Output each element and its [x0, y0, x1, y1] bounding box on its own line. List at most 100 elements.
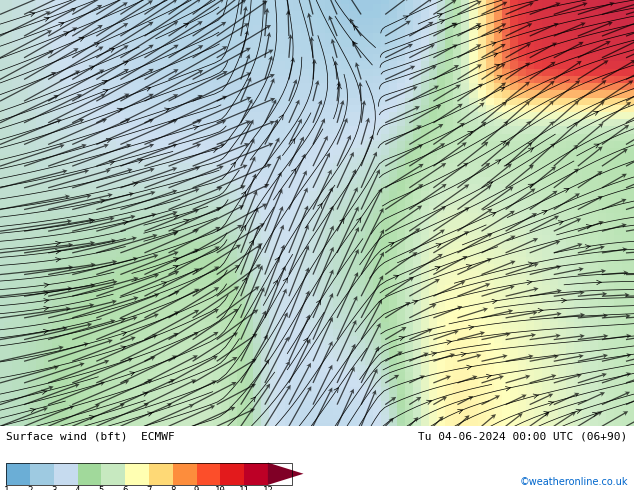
FancyArrowPatch shape: [173, 266, 178, 270]
FancyArrowPatch shape: [399, 337, 404, 341]
FancyArrowPatch shape: [389, 243, 394, 246]
FancyArrowPatch shape: [528, 148, 533, 152]
FancyArrowPatch shape: [496, 160, 501, 164]
Bar: [54, 463, 77, 485]
FancyArrowPatch shape: [586, 224, 592, 229]
FancyArrowPatch shape: [394, 275, 399, 279]
FancyArrowPatch shape: [439, 20, 444, 24]
FancyArrowPatch shape: [30, 12, 35, 17]
FancyArrowPatch shape: [273, 280, 278, 286]
Bar: [244, 463, 268, 485]
FancyArrowPatch shape: [122, 332, 126, 336]
Bar: [172, 463, 197, 485]
FancyArrowPatch shape: [44, 17, 49, 22]
FancyArrowPatch shape: [242, 192, 246, 196]
Bar: [6, 463, 30, 485]
FancyArrowPatch shape: [437, 14, 442, 18]
FancyArrowPatch shape: [56, 258, 61, 262]
FancyArrowPatch shape: [133, 182, 138, 186]
FancyArrowPatch shape: [354, 25, 358, 30]
Text: Tu 04-06-2024 00:00 UTC (06+90): Tu 04-06-2024 00:00 UTC (06+90): [418, 431, 628, 441]
FancyArrowPatch shape: [558, 220, 563, 225]
FancyArrowPatch shape: [435, 267, 440, 270]
FancyArrowPatch shape: [318, 203, 322, 208]
FancyArrowPatch shape: [527, 280, 532, 285]
FancyArrowPatch shape: [597, 280, 602, 285]
FancyArrowPatch shape: [279, 115, 283, 120]
FancyArrowPatch shape: [486, 374, 491, 379]
Bar: [149, 463, 172, 485]
FancyArrowPatch shape: [107, 139, 112, 143]
FancyArrowPatch shape: [316, 300, 321, 305]
Text: 9: 9: [194, 486, 199, 490]
FancyArrowPatch shape: [564, 189, 569, 193]
Text: 10: 10: [215, 486, 226, 490]
FancyArrowPatch shape: [30, 408, 36, 413]
FancyArrowPatch shape: [143, 392, 148, 396]
FancyArrowPatch shape: [59, 23, 63, 26]
Text: 6: 6: [122, 486, 128, 490]
FancyArrowPatch shape: [528, 262, 534, 266]
Text: 7: 7: [146, 486, 152, 490]
FancyArrowPatch shape: [89, 219, 94, 223]
Text: 8: 8: [170, 486, 176, 490]
FancyArrowPatch shape: [452, 24, 457, 28]
FancyArrowPatch shape: [353, 42, 358, 47]
FancyArrowPatch shape: [304, 338, 308, 343]
FancyArrowPatch shape: [89, 416, 95, 420]
FancyArrowPatch shape: [173, 215, 179, 219]
FancyArrowPatch shape: [458, 410, 463, 414]
FancyArrowPatch shape: [488, 182, 493, 186]
FancyArrowPatch shape: [193, 125, 199, 130]
FancyArrowPatch shape: [500, 87, 505, 91]
FancyArrowPatch shape: [110, 48, 114, 52]
FancyArrowPatch shape: [427, 400, 432, 404]
FancyArrowPatch shape: [146, 87, 151, 91]
FancyArrowPatch shape: [242, 225, 246, 230]
FancyArrowPatch shape: [476, 25, 481, 30]
Text: Surface wind (bft)  ECMWF: Surface wind (bft) ECMWF: [6, 431, 175, 441]
FancyArrowPatch shape: [275, 257, 279, 262]
FancyArrowPatch shape: [469, 325, 474, 330]
FancyArrowPatch shape: [103, 90, 108, 94]
Bar: [6, 463, 292, 485]
FancyArrowPatch shape: [292, 169, 296, 174]
Bar: [126, 463, 149, 485]
FancyArrowPatch shape: [164, 108, 169, 112]
FancyArrowPatch shape: [491, 42, 496, 46]
FancyArrowPatch shape: [340, 219, 344, 223]
FancyArrowPatch shape: [63, 32, 68, 36]
FancyArrowPatch shape: [41, 390, 47, 394]
FancyArrowPatch shape: [117, 108, 122, 112]
FancyArrowPatch shape: [212, 148, 217, 152]
Bar: [77, 463, 101, 485]
FancyArrowPatch shape: [43, 329, 49, 334]
Text: ©weatheronline.co.uk: ©weatheronline.co.uk: [519, 477, 628, 487]
Bar: [197, 463, 220, 485]
FancyArrowPatch shape: [528, 184, 533, 188]
Polygon shape: [268, 463, 304, 485]
FancyArrowPatch shape: [594, 144, 599, 148]
FancyArrowPatch shape: [55, 241, 61, 245]
FancyArrowPatch shape: [538, 308, 543, 313]
FancyArrowPatch shape: [56, 249, 61, 254]
FancyArrowPatch shape: [544, 412, 548, 416]
FancyArrowPatch shape: [493, 53, 498, 57]
FancyArrowPatch shape: [495, 64, 500, 68]
FancyArrowPatch shape: [231, 162, 235, 167]
FancyArrowPatch shape: [242, 278, 247, 283]
FancyArrowPatch shape: [576, 409, 581, 414]
FancyArrowPatch shape: [436, 244, 441, 248]
FancyArrowPatch shape: [148, 412, 153, 416]
Text: 11: 11: [239, 486, 249, 490]
Bar: [221, 463, 244, 485]
FancyArrowPatch shape: [497, 76, 502, 80]
FancyArrowPatch shape: [94, 43, 99, 47]
FancyArrowPatch shape: [461, 352, 466, 357]
FancyArrowPatch shape: [492, 299, 497, 304]
FancyArrowPatch shape: [403, 16, 408, 20]
FancyArrowPatch shape: [138, 159, 143, 163]
FancyArrowPatch shape: [498, 29, 503, 33]
FancyArrowPatch shape: [593, 111, 598, 115]
FancyArrowPatch shape: [466, 265, 472, 269]
